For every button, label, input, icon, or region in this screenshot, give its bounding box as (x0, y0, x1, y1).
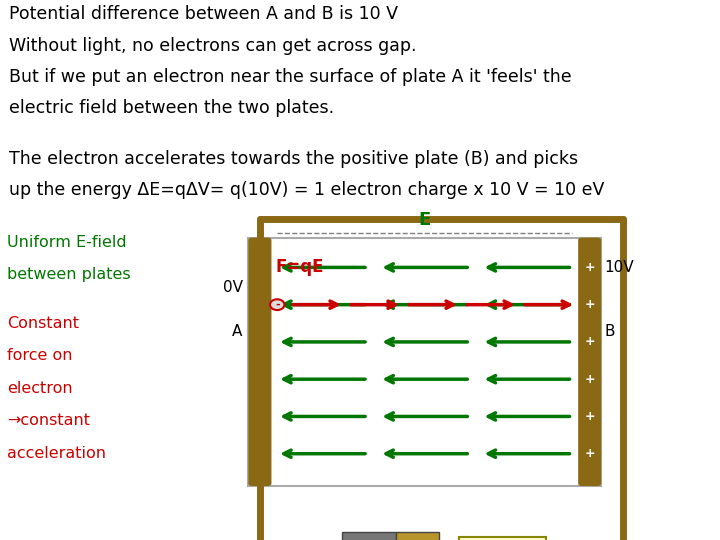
Text: +: + (585, 373, 595, 386)
Text: Constant: Constant (7, 316, 79, 331)
FancyBboxPatch shape (459, 537, 546, 540)
Text: +: + (585, 298, 595, 311)
Text: between plates: between plates (7, 267, 131, 282)
Text: B: B (605, 325, 616, 340)
Text: Potential difference between A and B is 10 V: Potential difference between A and B is … (9, 5, 398, 23)
Bar (342, 532, 397, 540)
Text: A: A (233, 325, 243, 340)
Text: force on: force on (7, 348, 73, 363)
Text: The electron accelerates towards the positive plate (B) and picks: The electron accelerates towards the pos… (9, 150, 578, 167)
Text: electron: electron (7, 381, 73, 396)
Text: But if we put an electron near the surface of plate A it 'feels' the: But if we put an electron near the surfa… (9, 68, 572, 86)
Text: electric field between the two plates.: electric field between the two plates. (9, 99, 335, 117)
Circle shape (270, 299, 284, 310)
Text: -: - (275, 300, 279, 309)
Text: 10V: 10V (605, 260, 634, 275)
Bar (248, 238, 601, 486)
Text: →constant: →constant (7, 413, 90, 428)
Text: +: + (585, 410, 595, 423)
Text: 0V: 0V (222, 280, 243, 295)
Text: E: E (418, 212, 431, 230)
Text: Uniform E-field: Uniform E-field (7, 235, 127, 250)
Text: up the energy ΔE=qΔV= q(10V) = 1 electron charge x 10 V = 10 eV: up the energy ΔE=qΔV= q(10V) = 1 electro… (9, 181, 605, 199)
Text: +: + (585, 335, 595, 348)
Text: Without light, no electrons can get across gap.: Without light, no electrons can get acro… (9, 37, 417, 55)
Text: +: + (585, 261, 595, 274)
FancyBboxPatch shape (248, 238, 271, 486)
Text: acceleration: acceleration (7, 446, 107, 461)
Bar (397, 532, 439, 540)
FancyBboxPatch shape (578, 238, 601, 486)
Text: +: + (585, 447, 595, 460)
Text: F=qE: F=qE (275, 259, 323, 276)
